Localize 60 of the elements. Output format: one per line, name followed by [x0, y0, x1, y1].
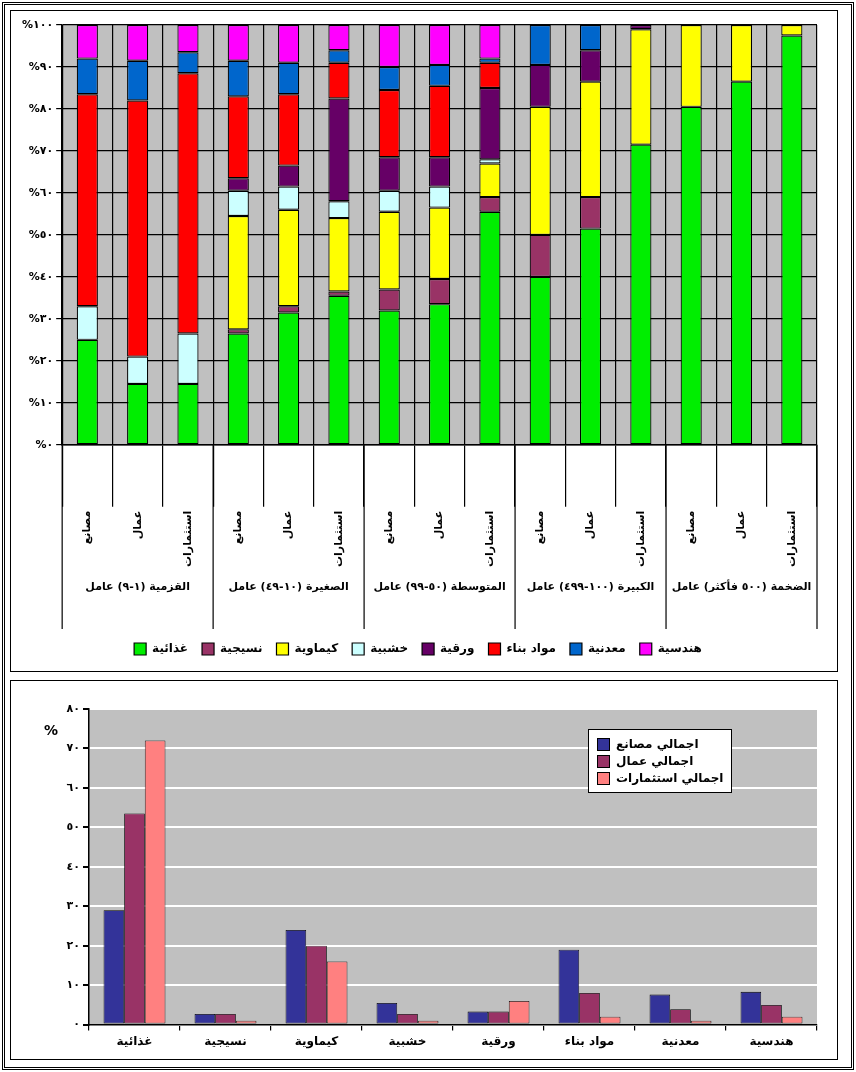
x-tick-label: عمال	[130, 510, 144, 540]
text: الكبيرة (١٠٠-٤٩٩) عامل	[526, 579, 655, 593]
y-tick-label: %٤٠	[28, 269, 54, 283]
x-tick-label: مصانع	[382, 510, 396, 545]
y-tick-label: ٥٠	[66, 820, 80, 834]
legend-label: معدنية	[587, 641, 626, 656]
y-tick-label: %٧٠	[28, 143, 54, 157]
y-tick-label: %٠	[35, 437, 54, 451]
y-tick-label: %١٠	[28, 395, 54, 409]
x-tick-label: ورقية	[481, 1033, 516, 1049]
y-tick-label: ٠	[73, 1017, 80, 1031]
x-tick-label: عمال	[734, 510, 748, 540]
legend-label: غذائية	[152, 641, 189, 656]
y-tick-label: %٥٠	[28, 227, 54, 241]
x-tick-label: عمال	[281, 510, 295, 540]
x-tick-label: مصانع	[684, 510, 698, 545]
y-tick-label: ٢٠	[66, 938, 80, 952]
text: الصغيرة (١٠-٤٩) عامل	[228, 579, 349, 593]
x-tick-label: كيماوية	[294, 1033, 339, 1049]
x-tick-label: استثمارات	[180, 510, 194, 567]
x-tick-label: هندسية	[749, 1033, 794, 1048]
text: الضخمة (٥٠٠ فأكثر) عامل	[671, 578, 812, 593]
legend-label: ورقية	[440, 641, 475, 657]
y-tick-label: ٤٠	[66, 859, 80, 873]
y-tick-label: %٣٠	[28, 311, 54, 325]
x-tick-label: استثمارات	[482, 510, 496, 567]
y-tick-label: %٦٠	[28, 185, 54, 199]
text: المتوسطة (٥٠-٩٩) عامل	[373, 579, 506, 593]
text: القزمية (١-٩) عامل	[85, 579, 190, 593]
x-tick-label: عمال	[583, 510, 597, 540]
x-tick-label: غذائية	[116, 1033, 153, 1048]
legend-label: كيماوية	[294, 641, 339, 657]
y-tick-label: ٦٠	[66, 780, 80, 794]
legend-label: نسيجية	[220, 641, 263, 656]
y-tick-label: %٩٠	[28, 59, 54, 73]
x-tick-label: عمال	[432, 510, 446, 540]
x-tick-label: مصانع	[533, 510, 547, 545]
y-tick-label: %١٠٠	[21, 17, 54, 31]
y-tick-label: ٣٠	[66, 899, 80, 913]
y-tick-label: %٢٠	[28, 353, 54, 367]
x-tick-label: نسيجية	[204, 1033, 247, 1048]
y-tick-label: ١٠	[66, 978, 80, 992]
x-tick-label: استثمارات	[784, 510, 798, 567]
legend-label: اجمالي عمال	[616, 754, 694, 768]
x-tick-label: مصانع	[80, 510, 94, 545]
y-tick-label: ٧٠	[66, 741, 80, 755]
legend-label: خشبية	[370, 641, 409, 656]
y-tick-label: %٨٠	[28, 101, 54, 115]
x-tick-label: استثمارات	[331, 510, 345, 567]
legend-label: اجمالي استثمارات	[616, 771, 724, 785]
y-axis-title: %	[43, 721, 59, 738]
x-tick-label: خشبية	[388, 1033, 427, 1048]
x-tick-label: مصانع	[231, 510, 245, 545]
x-tick-label: معدنية	[661, 1033, 700, 1048]
legend-label: هندسية	[657, 641, 702, 656]
legend-label: مواد بناء	[506, 641, 556, 657]
x-tick-label: استثمارات	[633, 510, 647, 567]
y-tick-label: ٨٠	[66, 701, 80, 715]
x-tick-label: مواد بناء	[564, 1033, 615, 1049]
legend-label: اجمالي مصانع	[616, 737, 699, 751]
